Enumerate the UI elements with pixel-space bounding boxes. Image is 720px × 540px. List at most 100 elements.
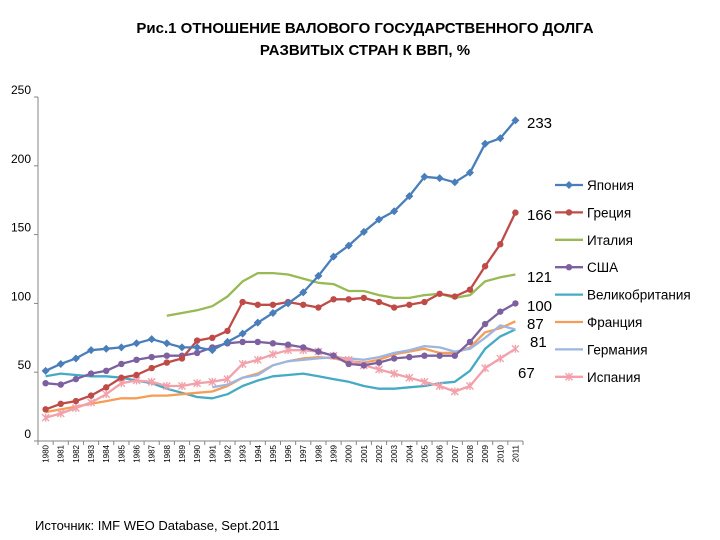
data-point <box>71 403 80 412</box>
data-point <box>450 387 459 396</box>
y-tick-label: 150 <box>11 221 31 235</box>
data-point <box>481 364 490 373</box>
x-tick-label: 1987 <box>148 444 157 462</box>
data-point <box>193 379 202 388</box>
y-tick-label: 100 <box>11 289 31 303</box>
data-point <box>177 381 186 390</box>
series-line <box>45 212 517 411</box>
data-point <box>330 352 337 359</box>
series-3 <box>166 271 516 317</box>
legend-label: США <box>587 260 618 275</box>
data-point <box>269 301 277 308</box>
data-point <box>118 374 125 381</box>
legend-item-7: Германия <box>555 342 648 357</box>
data-point <box>496 134 505 143</box>
data-point <box>148 353 155 361</box>
x-tick-label: 2000 <box>345 444 354 462</box>
legend-item-5: Великобритания <box>555 288 691 303</box>
data-point <box>103 367 110 375</box>
chart-series-layer <box>41 116 520 422</box>
data-point <box>299 288 308 297</box>
legend-marker <box>565 372 573 381</box>
end-value-label: 233 <box>527 115 552 132</box>
data-point <box>208 346 217 355</box>
series-7 <box>212 324 516 389</box>
data-point <box>71 354 80 363</box>
data-point <box>360 294 368 302</box>
data-point <box>132 339 141 348</box>
x-tick-label: 2008 <box>466 444 475 462</box>
x-tick-label: 1983 <box>87 444 96 462</box>
data-point <box>239 298 246 306</box>
data-point <box>420 377 429 386</box>
data-point <box>375 365 384 374</box>
series-line <box>166 271 516 317</box>
data-point <box>481 263 489 270</box>
data-point <box>102 344 111 353</box>
x-tick-label: 2010 <box>496 444 505 462</box>
data-point <box>117 343 126 352</box>
data-point <box>512 209 519 216</box>
data-point <box>57 381 64 388</box>
legend-marker <box>565 264 573 271</box>
y-tick-label: 0 <box>24 427 31 441</box>
legend-marker <box>565 181 573 189</box>
end-value-label: 67 <box>518 365 535 382</box>
data-point <box>315 304 322 311</box>
data-point <box>162 381 171 390</box>
data-point <box>148 364 155 372</box>
x-tick-label: 2001 <box>360 444 369 462</box>
data-point <box>162 339 171 348</box>
legend-item-4: США <box>555 260 618 275</box>
data-point <box>375 215 384 224</box>
data-point <box>41 413 50 422</box>
data-point <box>435 381 444 390</box>
x-tick-label: 1980 <box>42 444 51 462</box>
data-point <box>208 377 217 386</box>
end-value-label: 81 <box>530 334 547 351</box>
data-point <box>103 384 110 391</box>
data-point <box>268 309 277 318</box>
data-point <box>390 207 399 216</box>
data-point <box>450 178 459 187</box>
data-point <box>405 192 414 201</box>
data-point <box>314 271 323 280</box>
data-point <box>481 320 489 328</box>
x-tick-label: 2004 <box>405 444 414 462</box>
data-point <box>360 362 368 369</box>
data-point <box>42 380 49 387</box>
data-point <box>497 241 504 248</box>
legend-label: Италия <box>587 233 633 248</box>
legend-label: Франция <box>587 315 642 330</box>
x-tick-label: 1981 <box>57 444 66 462</box>
x-tick-label: 1984 <box>102 444 111 462</box>
chart-title: Рис.1 ОТНОШЕНИЕ ВАЛОВОГО ГОСУДАРСТВЕННОГ… <box>40 18 690 62</box>
x-tick-label: 2009 <box>481 444 490 462</box>
data-point <box>238 329 247 338</box>
y-tick-label: 200 <box>11 152 31 166</box>
x-tick-label: 1986 <box>133 444 142 462</box>
data-point <box>390 304 398 311</box>
x-tick-label: 1988 <box>163 444 172 462</box>
data-point <box>239 338 246 346</box>
data-point <box>359 227 368 236</box>
data-point <box>284 341 292 348</box>
legend-label: Греция <box>587 205 631 220</box>
series-1 <box>41 116 520 375</box>
data-point <box>436 290 443 297</box>
data-point <box>133 371 140 379</box>
data-point <box>72 397 80 405</box>
legend-item-8: Испания <box>555 370 641 385</box>
x-tick-label: 2003 <box>390 444 399 462</box>
legend-label: Япония <box>587 178 634 193</box>
data-point <box>57 400 64 408</box>
data-point <box>87 398 96 407</box>
legend-label: Великобритания <box>587 288 691 303</box>
series-line <box>45 302 516 386</box>
data-point <box>87 370 95 377</box>
data-point <box>223 375 232 384</box>
data-point <box>223 337 232 346</box>
data-point <box>56 409 65 418</box>
